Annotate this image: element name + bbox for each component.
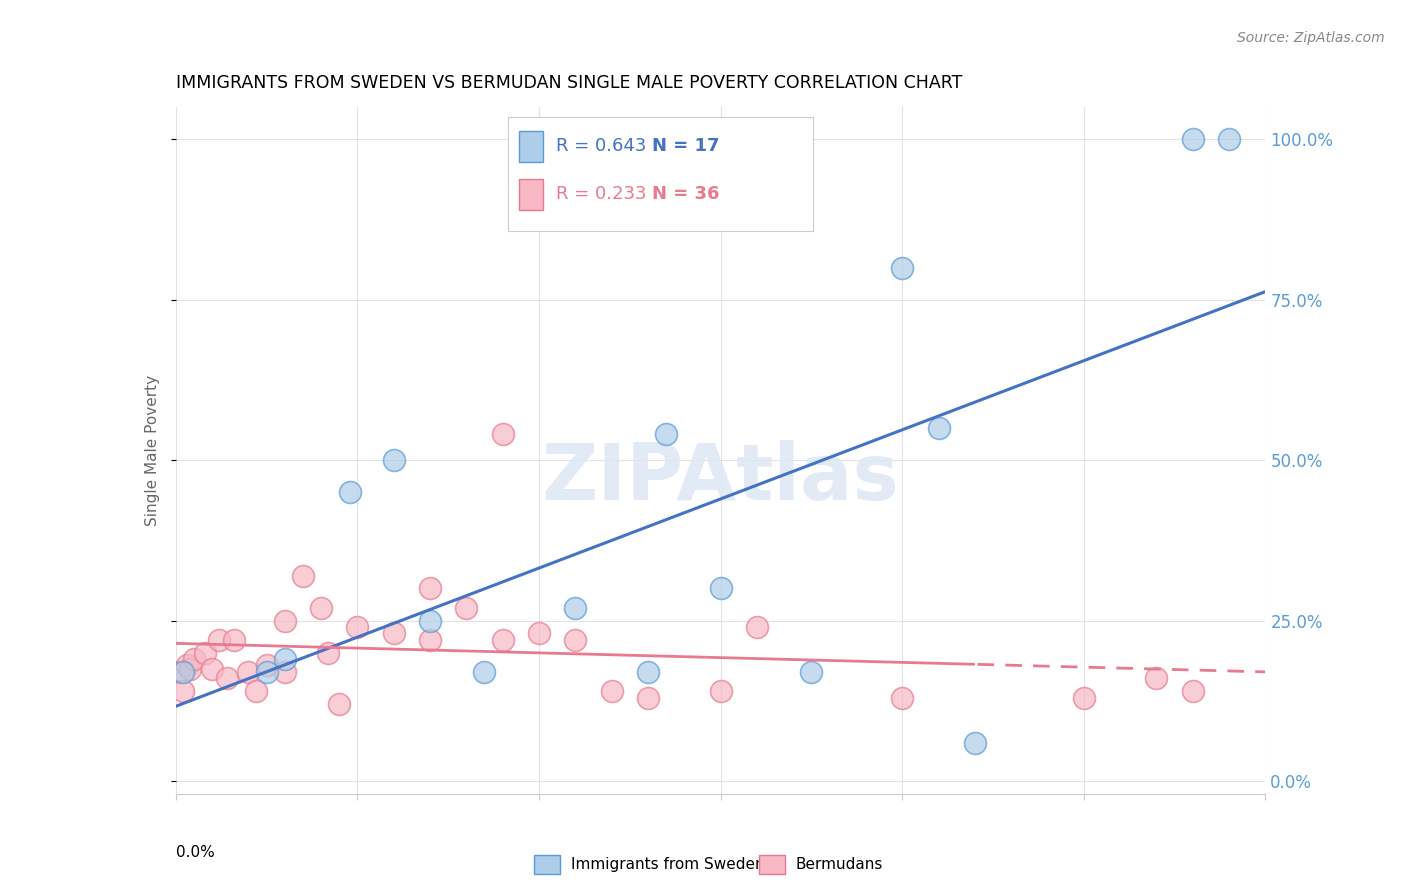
Point (419, 614, 441, 628)
Point (201, 662, 224, 676)
Text: IMMIGRANTS FROM SWEDEN VS BERMUDAN SINGLE MALE POVERTY CORRELATION CHART: IMMIGRANTS FROM SWEDEN VS BERMUDAN SINGL… (176, 74, 962, 92)
Text: R = 0.233: R = 0.233 (555, 186, 647, 203)
Point (492, 632, 515, 647)
Point (179, 662, 201, 676)
Point (291, 568, 314, 582)
Point (176, 658, 198, 673)
Point (183, 652, 205, 666)
Point (419, 632, 441, 647)
Point (655, 427, 678, 442)
Point (238, 665, 260, 679)
Point (800, 665, 823, 679)
Point (745, 620, 768, 634)
Point (382, 453, 405, 467)
FancyBboxPatch shape (519, 179, 543, 211)
Text: Source: ZipAtlas.com: Source: ZipAtlas.com (1237, 31, 1385, 45)
Point (1073, 690, 1095, 705)
Point (1181, 132, 1204, 146)
Point (637, 690, 659, 705)
Point (309, 600, 332, 615)
Point (382, 626, 405, 640)
Point (172, 665, 194, 679)
Point (215, 671, 238, 685)
Y-axis label: Single Male Poverty: Single Male Poverty (145, 375, 160, 526)
Point (256, 665, 278, 679)
Point (194, 646, 217, 660)
Point (208, 632, 231, 647)
Point (928, 421, 950, 435)
Point (274, 652, 297, 666)
Point (564, 600, 586, 615)
Point (274, 665, 297, 679)
Text: N = 36: N = 36 (652, 186, 720, 203)
Point (1146, 671, 1168, 685)
Point (346, 620, 368, 634)
Point (245, 684, 267, 698)
Text: N = 17: N = 17 (652, 137, 720, 155)
Point (891, 690, 914, 705)
Point (474, 665, 496, 679)
Text: Immigrants from Sweden: Immigrants from Sweden (571, 857, 765, 871)
Point (328, 697, 350, 711)
Point (222, 632, 245, 647)
Point (256, 658, 278, 673)
Text: ZIPAtlas: ZIPAtlas (541, 440, 900, 516)
Point (169, 665, 191, 679)
Text: R = 0.643: R = 0.643 (555, 137, 647, 155)
Point (564, 632, 586, 647)
Point (318, 646, 340, 660)
Text: 0.0%: 0.0% (176, 846, 215, 861)
Point (172, 684, 194, 698)
Point (274, 614, 297, 628)
Point (710, 684, 733, 698)
Point (456, 600, 478, 615)
Point (963, 735, 986, 749)
Point (527, 626, 550, 640)
Point (339, 485, 361, 500)
Point (637, 665, 659, 679)
Point (891, 260, 914, 275)
Point (1181, 684, 1204, 698)
Point (600, 684, 623, 698)
Point (492, 427, 515, 442)
Point (1218, 132, 1240, 146)
Point (710, 582, 733, 596)
Point (419, 582, 441, 596)
Text: Bermudans: Bermudans (796, 857, 883, 871)
FancyBboxPatch shape (519, 131, 543, 162)
FancyBboxPatch shape (508, 118, 813, 231)
